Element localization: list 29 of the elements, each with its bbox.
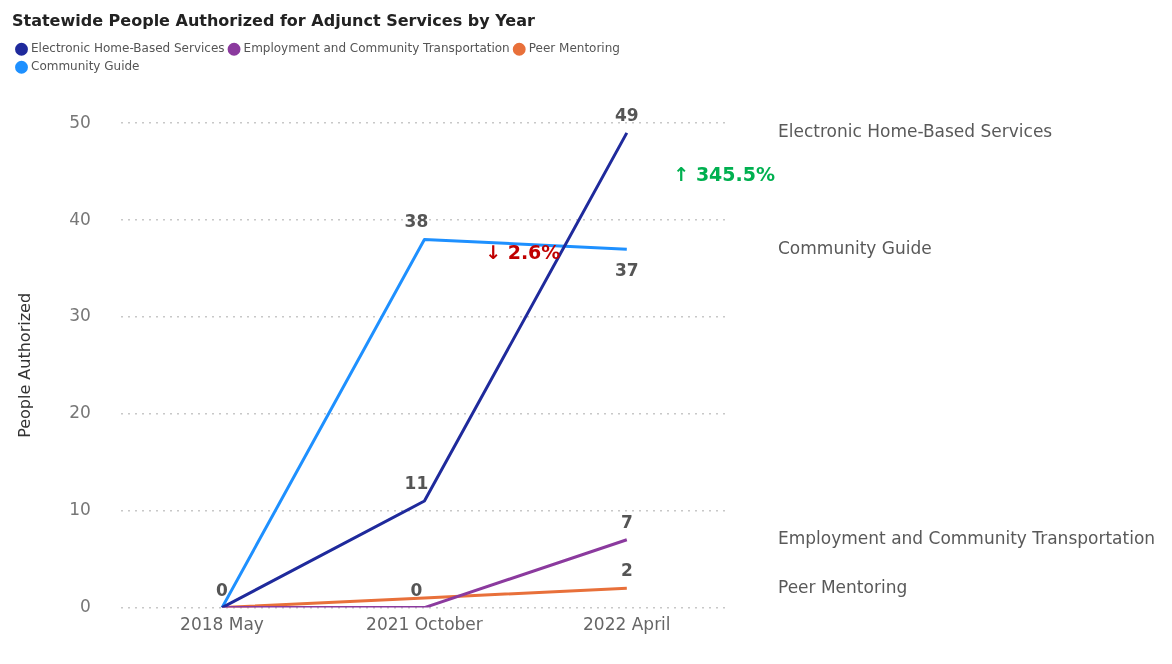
x-tick-label: 2022 April	[583, 614, 671, 635]
y-tick-label: 50	[69, 111, 91, 132]
data-label: 7	[620, 511, 633, 532]
data-label: 0	[410, 579, 423, 600]
chart-title: Statewide People Authorized for Adjunct Services by Year	[12, 10, 535, 30]
text: Employment and Community Transportation	[778, 528, 1156, 549]
y-tick-label: 0	[80, 596, 91, 617]
y-tick-label: 20	[69, 402, 91, 423]
legend-label: Peer Mentoring	[528, 41, 620, 56]
y-tick-label: 30	[69, 305, 91, 326]
data-label: 37	[614, 260, 639, 281]
annotation: ↓ 2.6%	[485, 240, 561, 263]
annotation: ↑ 345.5%	[673, 163, 776, 186]
text: Electronic Home-Based Services	[778, 121, 1053, 142]
x-tick-label: 2018 May	[180, 614, 264, 635]
data-label: 49	[614, 104, 639, 125]
data-label: 11	[404, 472, 429, 493]
legend-label: Community Guide	[31, 59, 140, 74]
x-tick-label: 2021 October	[366, 614, 483, 635]
legend-label: Employment and Community Transportation	[243, 41, 510, 56]
legend-label: Electronic Home-Based Services	[31, 41, 225, 56]
y-tick-label: 10	[69, 499, 91, 520]
y-axis-title: People Authorized	[14, 292, 34, 438]
data-label: 38	[404, 211, 429, 232]
data-label: 0	[216, 579, 229, 600]
y-tick-label: 40	[69, 208, 91, 229]
data-label: 2	[620, 560, 633, 581]
text: Community Guide	[778, 237, 932, 258]
text: Peer Mentoring	[778, 576, 908, 597]
